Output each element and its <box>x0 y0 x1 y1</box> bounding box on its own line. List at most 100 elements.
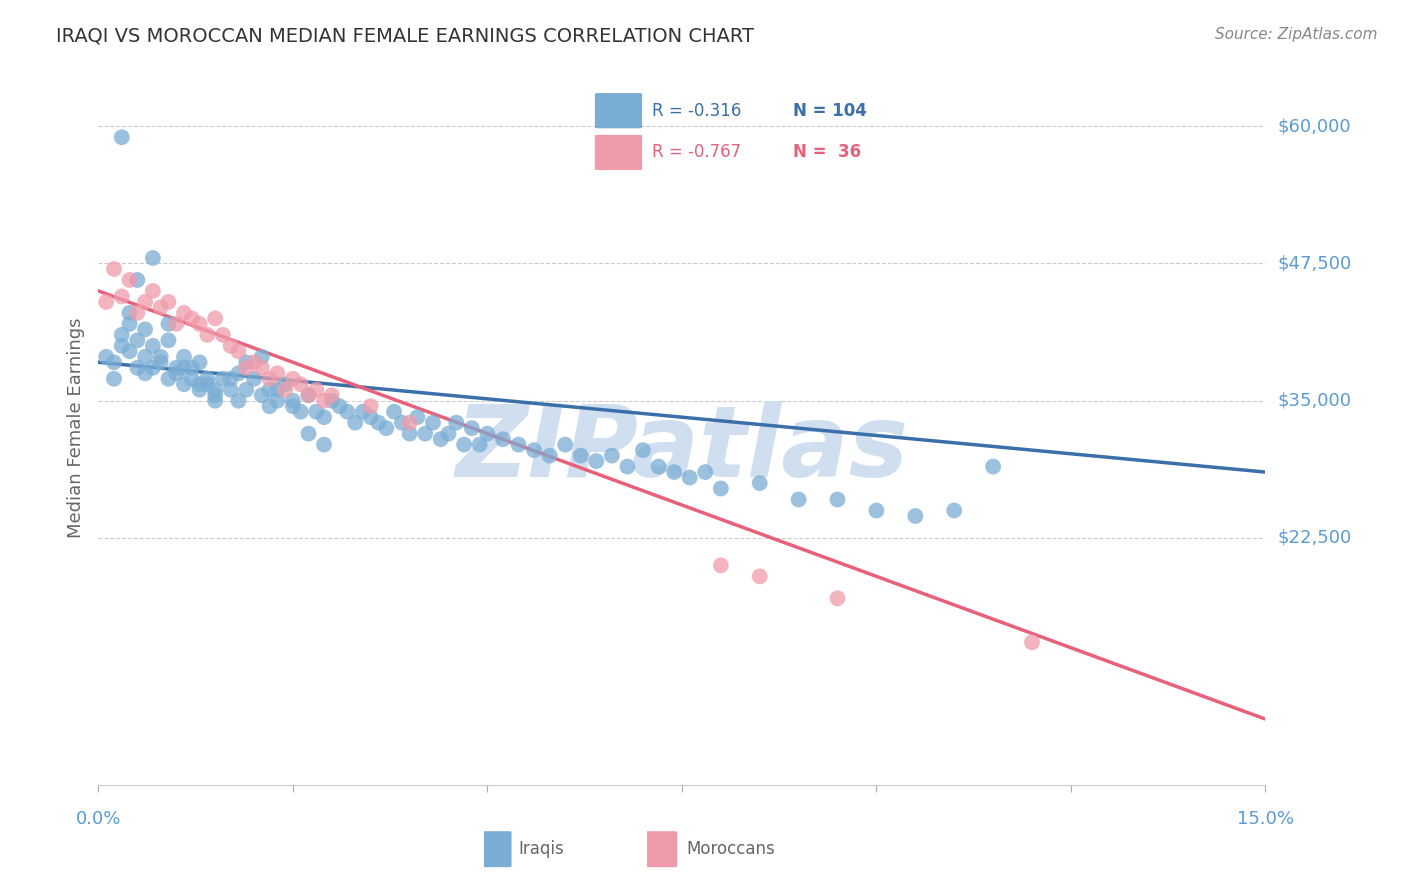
Point <box>274 383 297 397</box>
Text: $47,500: $47,500 <box>1277 254 1351 272</box>
Point <box>344 416 367 430</box>
Point <box>157 372 180 386</box>
Point <box>118 273 141 287</box>
Point <box>422 416 444 430</box>
Point <box>312 437 335 451</box>
Point <box>679 470 702 484</box>
Point <box>118 344 141 359</box>
Point <box>981 459 1004 474</box>
Text: 15.0%: 15.0% <box>1237 810 1294 828</box>
Point <box>274 377 297 392</box>
Point <box>250 388 273 402</box>
Text: $60,000: $60,000 <box>1277 117 1351 136</box>
Point <box>523 443 546 458</box>
Text: IRAQI VS MOROCCAN MEDIAN FEMALE EARNINGS CORRELATION CHART: IRAQI VS MOROCCAN MEDIAN FEMALE EARNINGS… <box>56 27 754 45</box>
Point <box>127 273 149 287</box>
Point <box>219 383 242 397</box>
Point <box>453 437 475 451</box>
Point <box>375 421 398 435</box>
Point <box>569 449 592 463</box>
Point <box>943 503 966 517</box>
Point <box>235 360 257 375</box>
Point <box>554 437 576 451</box>
Point <box>219 339 242 353</box>
Point <box>173 306 195 320</box>
Point <box>243 372 266 386</box>
Point <box>134 322 156 336</box>
Point <box>204 393 226 408</box>
Point <box>111 130 134 145</box>
Point <box>103 372 125 386</box>
Point <box>212 372 235 386</box>
Point <box>391 416 413 430</box>
Point <box>157 294 180 309</box>
Text: Source: ZipAtlas.com: Source: ZipAtlas.com <box>1215 27 1378 42</box>
Point <box>290 405 312 419</box>
Point <box>134 294 156 309</box>
Point <box>103 262 125 277</box>
Point <box>111 289 134 303</box>
Point <box>118 317 141 331</box>
Point <box>297 426 319 441</box>
Point <box>382 405 405 419</box>
Point <box>446 416 468 430</box>
Point <box>157 334 180 348</box>
Point <box>710 482 733 496</box>
Point <box>266 383 288 397</box>
Point <box>188 377 211 392</box>
Point <box>111 339 134 353</box>
Point <box>647 459 669 474</box>
Point <box>165 366 187 380</box>
Point <box>259 399 281 413</box>
Point <box>695 465 717 479</box>
Text: ZIPatlas: ZIPatlas <box>456 401 908 498</box>
Point <box>281 372 304 386</box>
Point <box>173 350 195 364</box>
Point <box>188 383 211 397</box>
Point <box>212 327 235 342</box>
Y-axis label: Median Female Earnings: Median Female Earnings <box>66 318 84 539</box>
Point <box>461 421 484 435</box>
Point <box>149 350 172 364</box>
Point <box>195 327 218 342</box>
Point <box>538 449 561 463</box>
Point <box>228 366 250 380</box>
Point <box>142 360 165 375</box>
Point <box>180 311 202 326</box>
Point <box>508 437 530 451</box>
Point <box>127 306 149 320</box>
Point <box>748 476 770 491</box>
Point <box>748 569 770 583</box>
Point <box>195 377 218 392</box>
Point <box>243 355 266 369</box>
Text: $35,000: $35,000 <box>1277 392 1351 409</box>
Point <box>336 405 359 419</box>
Point <box>398 426 420 441</box>
Point <box>827 492 849 507</box>
Point <box>103 355 125 369</box>
Point <box>204 311 226 326</box>
Point <box>180 372 202 386</box>
Point <box>1021 635 1043 649</box>
Point <box>312 393 335 408</box>
Point <box>281 393 304 408</box>
Point <box>367 416 389 430</box>
Point <box>492 432 515 446</box>
Point <box>360 399 382 413</box>
Point <box>96 294 118 309</box>
Point <box>127 334 149 348</box>
Point <box>180 360 202 375</box>
Point <box>827 591 849 606</box>
Point <box>165 360 187 375</box>
Point <box>329 399 352 413</box>
Point <box>710 558 733 573</box>
Point <box>281 399 304 413</box>
Point <box>250 350 273 364</box>
Point <box>142 339 165 353</box>
Point <box>96 350 118 364</box>
Point <box>321 388 343 402</box>
Point <box>142 284 165 298</box>
Point <box>266 366 288 380</box>
Point <box>134 366 156 380</box>
Point <box>413 426 436 441</box>
